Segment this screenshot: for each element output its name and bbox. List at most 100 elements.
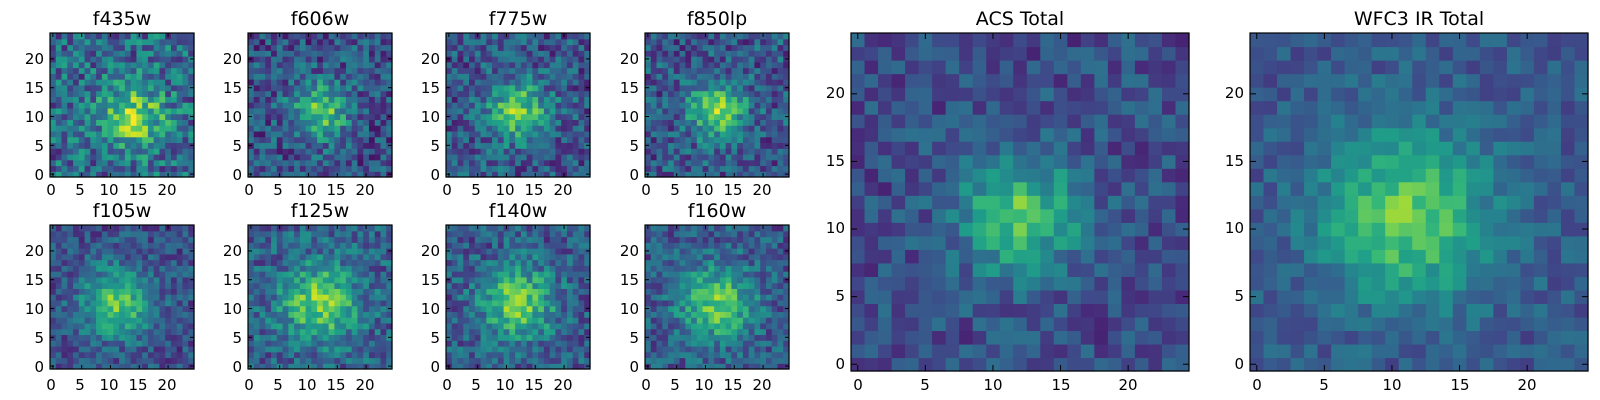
heatmap-cell: [130, 96, 137, 103]
heatmap-cell: [526, 345, 533, 353]
heatmap-cell: [188, 61, 195, 69]
heatmap-cell: [679, 79, 686, 86]
heatmap-cell: [480, 299, 487, 307]
heatmap-cell: [662, 159, 669, 167]
heatmap-cell: [368, 142, 376, 149]
heatmap-cell: [457, 44, 464, 51]
heatmap-cell: [84, 107, 91, 115]
heatmap-cell: [159, 340, 166, 347]
heatmap-cell: [259, 136, 266, 144]
heatmap-cell: [696, 334, 704, 341]
heatmap-cell: [650, 119, 658, 126]
heatmap-cell: [543, 242, 551, 249]
heatmap-cell: [702, 96, 709, 103]
heatmap-cell: [50, 351, 57, 359]
heatmap-cell: [84, 50, 91, 57]
heatmap-cell: [538, 33, 545, 40]
heatmap-cell: [555, 90, 562, 97]
heatmap-cell: [351, 305, 359, 312]
heatmap-cell: [374, 102, 382, 109]
heatmap-cell: [248, 125, 255, 132]
heatmap-cell: [311, 259, 318, 266]
heatmap-cell: [446, 288, 453, 295]
heatmap-cell: [67, 79, 74, 86]
heatmap-cell: [696, 288, 704, 295]
heatmap-cell: [486, 90, 493, 97]
heatmap-cell: [691, 136, 698, 144]
heatmap-cell: [538, 328, 545, 336]
heatmap-cell: [771, 159, 779, 167]
heatmap-cell: [702, 79, 709, 86]
heatmap-cell: [480, 136, 487, 144]
heatmap-cell: [748, 79, 756, 86]
heatmap-cell: [526, 288, 533, 295]
heatmap-cell: [101, 38, 109, 46]
heatmap-cell: [67, 148, 74, 155]
heatmap-cell: [748, 363, 756, 370]
heatmap-cell: [650, 159, 658, 167]
heatmap-cell: [282, 230, 289, 238]
heatmap-cell: [380, 242, 387, 249]
heatmap-cell: [328, 148, 335, 155]
heatmap-cell: [170, 159, 178, 167]
heatmap-cell: [78, 351, 86, 359]
heatmap-cell: [288, 253, 295, 261]
heatmap-cell: [142, 334, 149, 341]
heatmap-cell: [572, 153, 580, 161]
heatmap-cell: [253, 113, 261, 120]
heatmap-cell: [282, 299, 289, 307]
heatmap-cell: [748, 288, 756, 295]
heatmap-cell: [469, 328, 476, 336]
heatmap-cell: [561, 271, 568, 278]
heatmap-cell: [696, 61, 704, 69]
heatmap-cell: [737, 322, 744, 330]
heatmap-cell: [165, 73, 172, 80]
heatmap-cell: [526, 119, 533, 126]
heatmap-cell: [73, 159, 80, 167]
heatmap-cell: [374, 328, 382, 336]
heatmap-cell: [188, 225, 195, 232]
heatmap-cell: [771, 288, 779, 295]
heatmap-cell: [520, 50, 528, 57]
heatmap-cell: [294, 282, 301, 289]
heatmap-cell: [322, 322, 330, 330]
y-tick-label: 20: [620, 50, 639, 68]
heatmap-cell: [84, 265, 91, 272]
heatmap-cell: [561, 305, 568, 312]
heatmap-cell: [469, 265, 476, 272]
heatmap-cell: [317, 130, 324, 138]
heatmap-cell: [351, 282, 359, 289]
heatmap-cell: [526, 242, 533, 249]
heatmap-cell: [503, 259, 510, 266]
heatmap-cell: [170, 345, 178, 353]
heatmap-cell: [725, 61, 732, 69]
heatmap-cell: [457, 311, 464, 318]
heatmap-cell: [446, 96, 453, 103]
heatmap-cell: [497, 276, 505, 284]
heatmap-cell: [765, 44, 773, 51]
heatmap-cell: [322, 230, 330, 238]
heatmap-cell: [124, 56, 132, 63]
heatmap-cell: [363, 236, 370, 243]
axis-ticks: [446, 33, 590, 177]
heatmap-cell: [345, 107, 353, 115]
heatmap-cell: [374, 33, 382, 40]
heatmap-cell: [520, 96, 528, 103]
heatmap-cell: [113, 305, 120, 312]
heatmap-cell: [480, 38, 487, 46]
heatmap-cell: [276, 242, 284, 249]
heatmap-cell: [777, 363, 784, 370]
heatmap-cell: [142, 33, 149, 40]
heatmap-cell: [691, 165, 698, 172]
heatmap-cell: [555, 44, 562, 51]
heatmap-cell: [742, 282, 750, 289]
heatmap-cell: [515, 136, 522, 144]
heatmap-cell: [645, 357, 652, 364]
heatmap-cell: [299, 119, 307, 126]
heatmap-cell: [457, 113, 464, 120]
heatmap-cell: [130, 125, 137, 132]
y-tick-label: 5: [232, 137, 242, 155]
heatmap-cell: [265, 259, 272, 266]
heatmap-cell: [317, 125, 324, 132]
heatmap-cell: [650, 363, 658, 370]
